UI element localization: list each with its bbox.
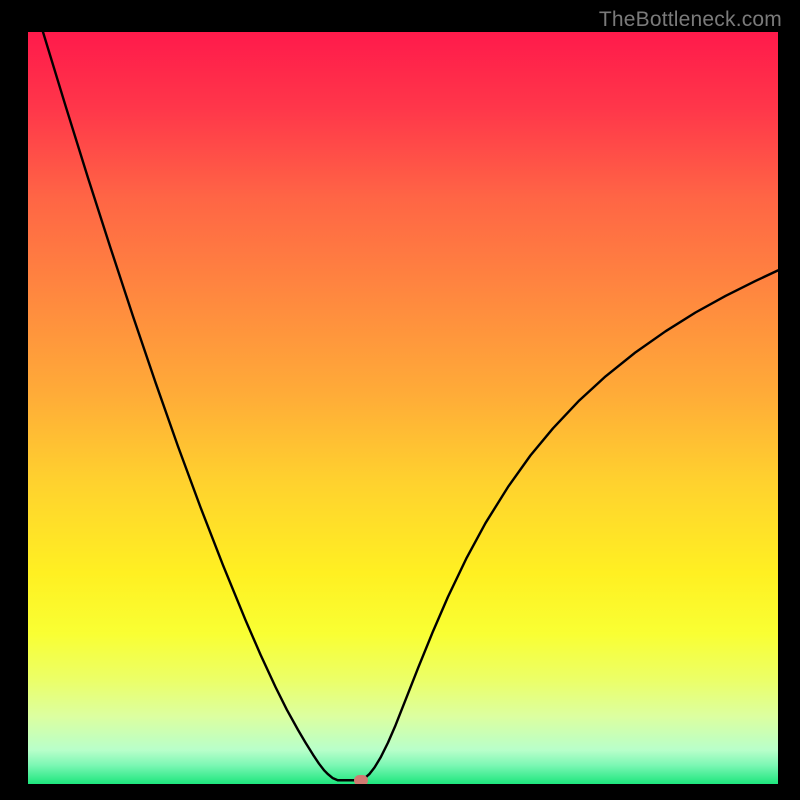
plot-area bbox=[28, 32, 778, 784]
watermark-text: TheBottleneck.com bbox=[599, 8, 782, 32]
curve-line bbox=[28, 32, 778, 784]
curve-path bbox=[43, 32, 778, 780]
min-marker bbox=[354, 775, 368, 784]
plot-frame bbox=[28, 32, 778, 784]
